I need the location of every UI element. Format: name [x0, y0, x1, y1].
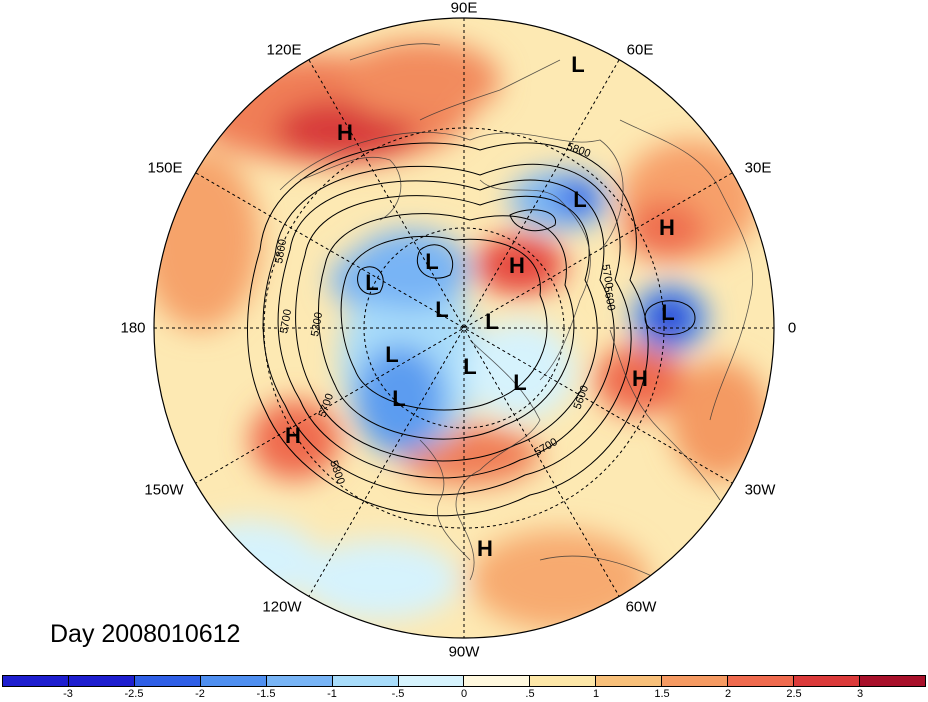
- colorbar-tick-label: 1.5: [654, 688, 670, 700]
- pressure-center-low: L: [365, 270, 379, 295]
- colorbar-segment: [728, 676, 795, 686]
- pressure-center-low: L: [485, 309, 499, 334]
- pressure-center-low: L: [385, 342, 399, 367]
- contour-label: 5800: [273, 238, 289, 264]
- longitude-label-0: 0: [787, 319, 797, 337]
- longitude-label-120W: 120W: [262, 598, 302, 616]
- pressure-center-high: H: [509, 253, 525, 278]
- colorbar-tick-label: 1: [592, 688, 600, 700]
- colorbar-tick-label: -2: [195, 688, 205, 700]
- pressure-center-low: L: [435, 297, 449, 322]
- pressure-center-low: L: [513, 370, 527, 395]
- graticule: [154, 18, 774, 638]
- colorbar-segment: [464, 676, 531, 686]
- contour-label: 5300: [309, 311, 325, 337]
- longitude-label-150W: 150W: [144, 481, 184, 499]
- colorbar-tick-label: -1.5: [256, 688, 276, 700]
- colorbar-tick-label: 0: [460, 688, 468, 700]
- colorbar-tick-label: -3: [63, 688, 73, 700]
- longitude-label-90W: 90W: [448, 643, 480, 661]
- colorbar-segment: [266, 676, 333, 686]
- pressure-center-high: H: [659, 215, 675, 240]
- longitude-label-60E: 60E: [626, 41, 654, 59]
- contour-label: 5700: [599, 263, 615, 289]
- colorbar-tick-label: -2.5: [124, 688, 144, 700]
- colorbar-segment: [68, 676, 135, 686]
- colorbar-segment: [134, 676, 201, 686]
- colorbar-tick-label: 3: [856, 688, 864, 700]
- longitude-label-90E: 90E: [450, 0, 478, 17]
- contour-label: 5600: [601, 285, 617, 311]
- colorbar-tick-label: 2.5: [786, 688, 802, 700]
- contour-label: 5700: [278, 308, 294, 334]
- pressure-center-high: H: [337, 120, 353, 145]
- longitude-label-150E: 150E: [147, 159, 183, 177]
- map-boundary: [153, 17, 775, 639]
- polar-map: 5800 5700 5800 5700 5600 5700 5800 5700 …: [153, 17, 775, 639]
- longitude-label-120E: 120E: [266, 41, 302, 59]
- pressure-center-low: L: [573, 187, 587, 212]
- colorbar-tick-label: .5: [525, 688, 535, 700]
- pressure-center-high: H: [632, 366, 648, 391]
- colorbar-tick-label: 2: [724, 688, 732, 700]
- pressure-center-low: L: [425, 249, 439, 274]
- colorbar-segment: [530, 676, 597, 686]
- height-contours: [247, 142, 696, 517]
- colorbar-tick-label: -.5: [391, 688, 405, 700]
- pressure-center-high: H: [285, 423, 301, 448]
- colorbar: [2, 675, 926, 687]
- pressure-center-high: H: [477, 536, 493, 561]
- colorbar-segment: [398, 676, 465, 686]
- colorbar-segment: [662, 676, 729, 686]
- pressure-center-low: L: [463, 354, 477, 379]
- pressure-center-low: L: [392, 386, 406, 411]
- colorbar-segment: [596, 676, 663, 686]
- longitude-label-60W: 60W: [625, 598, 657, 616]
- colorbar-tick-label: -1: [327, 688, 337, 700]
- colorbar-segment: [859, 676, 925, 686]
- colorbar-segment: [332, 676, 399, 686]
- longitude-label-30E: 30E: [744, 159, 772, 177]
- pressure-center-low: L: [661, 300, 675, 325]
- pressure-center-low: L: [571, 52, 585, 77]
- longitude-label-30W: 30W: [744, 481, 776, 499]
- colorbar-segment: [3, 676, 69, 686]
- colorbar-segment: [794, 676, 860, 686]
- day-title: Day 2008010612: [50, 620, 241, 648]
- longitude-label-180: 180: [120, 319, 146, 337]
- colorbar-segment: [200, 676, 267, 686]
